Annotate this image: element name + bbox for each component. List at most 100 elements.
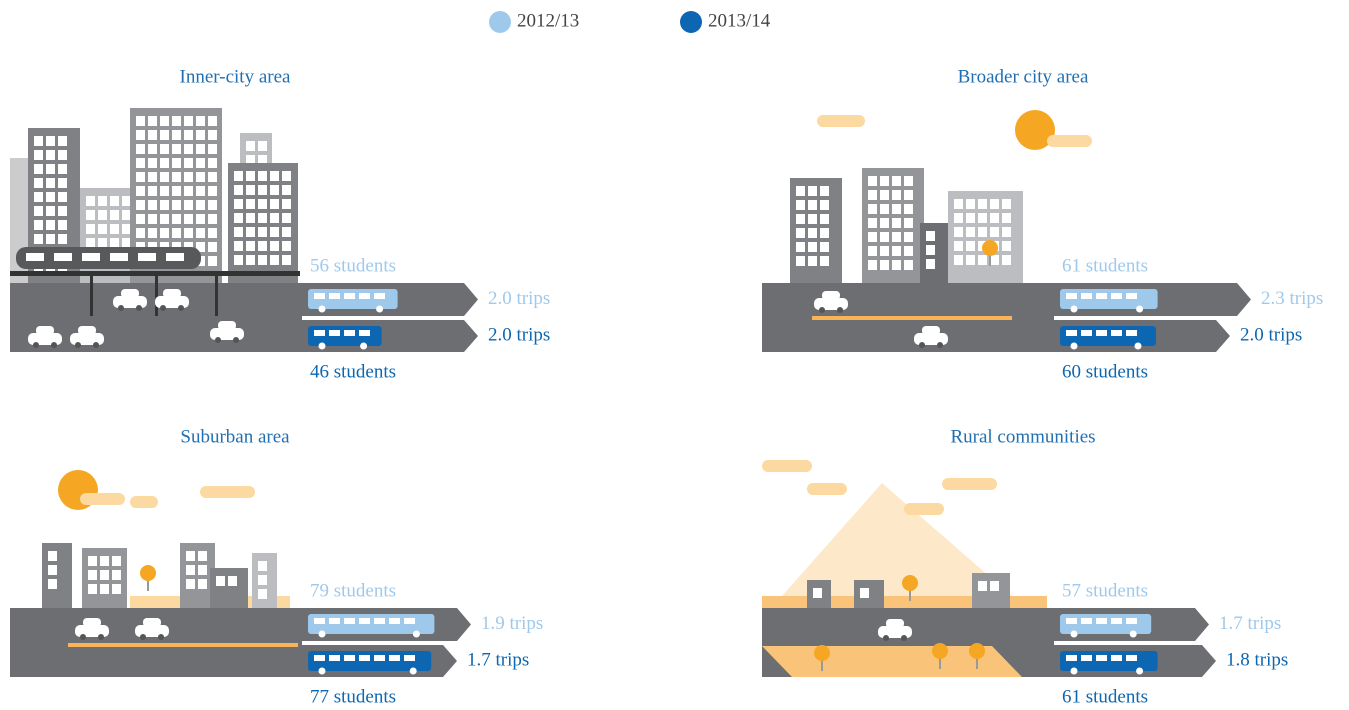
bus-wheel	[1135, 343, 1142, 350]
window	[196, 158, 205, 168]
bus-window	[1081, 293, 1092, 299]
car-top	[78, 326, 96, 335]
window	[208, 242, 217, 252]
wheel	[883, 635, 889, 641]
window	[136, 186, 145, 196]
window	[208, 214, 217, 224]
window	[208, 130, 217, 140]
car-top	[36, 326, 54, 335]
window	[98, 196, 107, 206]
window	[966, 199, 975, 209]
window	[110, 238, 119, 248]
legend-label: 2012/13	[517, 10, 579, 31]
window	[46, 192, 55, 202]
pillar	[155, 276, 158, 316]
bus-window	[1066, 655, 1077, 661]
bus-wheel	[410, 668, 417, 675]
window	[258, 213, 267, 223]
students-label: 61 students	[1062, 255, 1148, 276]
bus-wheel	[1130, 631, 1137, 638]
wheel	[937, 342, 943, 348]
window	[234, 227, 243, 237]
bus-window	[314, 618, 325, 624]
bus-wheel	[360, 343, 367, 350]
window	[196, 130, 205, 140]
wheel	[178, 305, 184, 311]
window	[86, 224, 95, 234]
window	[98, 224, 107, 234]
window	[258, 171, 267, 181]
window	[258, 185, 267, 195]
window	[184, 214, 193, 224]
wheel	[51, 342, 57, 348]
window	[148, 186, 157, 196]
window	[813, 588, 822, 598]
bus-window	[1066, 330, 1077, 336]
train-window	[54, 253, 72, 261]
trips-label: 2.0 trips	[1240, 324, 1302, 345]
window	[978, 213, 987, 223]
bus-window	[1081, 618, 1092, 624]
window	[160, 172, 169, 182]
window	[258, 575, 267, 585]
students-label: 77 students	[310, 686, 396, 707]
panel-title: Inner-city area	[180, 66, 291, 87]
window	[88, 570, 97, 580]
bus-window	[329, 293, 340, 299]
window	[208, 256, 217, 266]
window	[136, 144, 145, 154]
window	[58, 164, 67, 174]
window	[160, 200, 169, 210]
bus-window	[1081, 655, 1092, 661]
window	[172, 172, 181, 182]
window	[1002, 255, 1011, 265]
window	[148, 200, 157, 210]
car-top	[218, 321, 236, 330]
car-top	[922, 326, 940, 335]
window	[868, 218, 877, 228]
window	[34, 206, 43, 216]
window	[148, 116, 157, 126]
window	[892, 190, 901, 200]
tree	[969, 643, 985, 659]
window	[100, 584, 109, 594]
window	[198, 565, 207, 575]
window	[58, 220, 67, 230]
window	[122, 210, 131, 220]
train-window	[26, 253, 44, 261]
wheel	[75, 342, 81, 348]
window	[86, 238, 95, 248]
bus-wheel	[319, 343, 326, 350]
wheel	[233, 337, 239, 343]
window	[148, 214, 157, 224]
window	[46, 178, 55, 188]
window	[820, 228, 829, 238]
wheel	[118, 305, 124, 311]
bus-window	[1111, 655, 1122, 661]
trips-label: 2.3 trips	[1261, 288, 1323, 309]
building	[180, 543, 215, 608]
cloud	[807, 483, 847, 495]
bus-window	[374, 618, 385, 624]
panel-title: Broader city area	[958, 66, 1089, 87]
window	[46, 164, 55, 174]
wheel	[80, 634, 86, 640]
window	[246, 213, 255, 223]
window	[234, 241, 243, 251]
window	[954, 255, 963, 265]
window	[34, 150, 43, 160]
bus-window	[359, 293, 370, 299]
window	[880, 246, 889, 256]
window	[892, 246, 901, 256]
car-top	[822, 291, 840, 300]
window	[880, 218, 889, 228]
window	[820, 200, 829, 210]
window	[880, 232, 889, 242]
train-window	[110, 253, 128, 261]
window	[808, 256, 817, 266]
window	[208, 172, 217, 182]
panel-title: Suburban area	[180, 426, 290, 447]
bus-window	[1066, 618, 1077, 624]
pillar	[215, 276, 218, 316]
window	[808, 186, 817, 196]
